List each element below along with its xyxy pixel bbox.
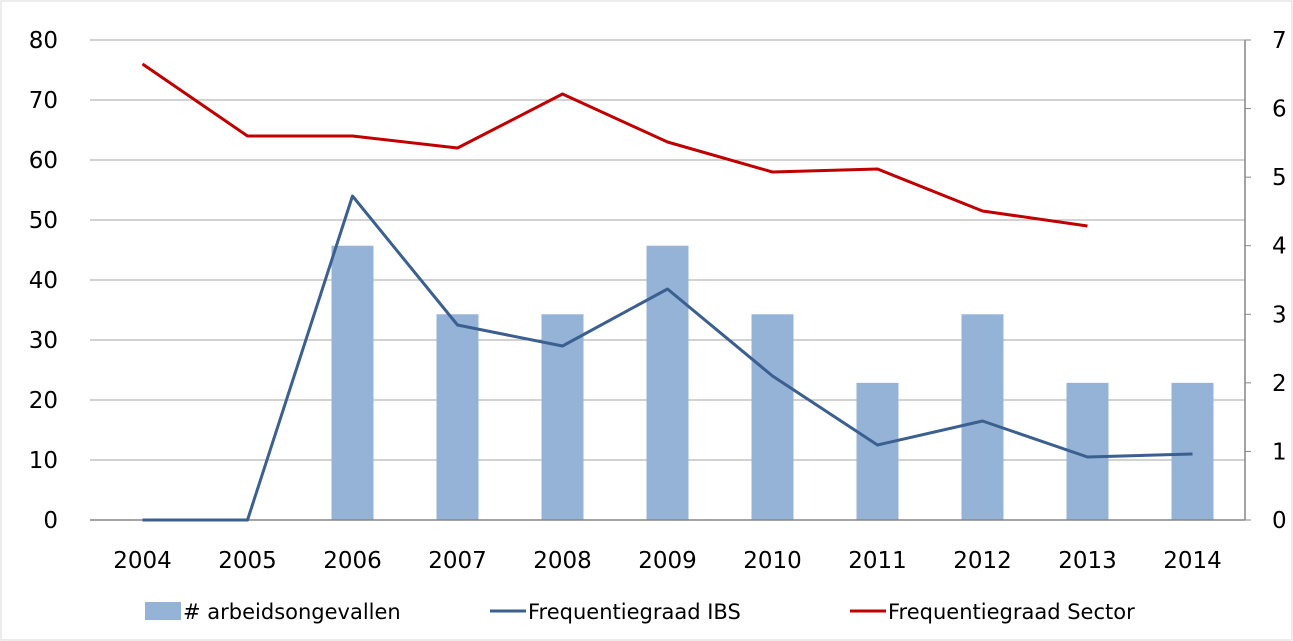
x-axis-tick-label: 2004: [113, 548, 172, 574]
right-axis-tick-label: 1: [1272, 439, 1287, 465]
line-series-ibs: [142, 194, 1193, 522]
x-axis-tick-label: 2005: [218, 548, 277, 574]
gridlines: [90, 39, 1245, 461]
right-axis-tick-label: 7: [1272, 28, 1287, 54]
left-axis-tick-labels: 0 10 20 30 40 50 60 70 80: [29, 28, 58, 534]
right-axis-tick-label: 5: [1272, 165, 1287, 191]
x-axis-tick-label: 2008: [533, 548, 592, 574]
bar: [1171, 382, 1214, 520]
left-axis-tick-label: 20: [29, 388, 58, 414]
x-axis-tick-label: 2014: [1163, 548, 1222, 574]
legend: # arbeidsongevallen Frequentiegraad IBS Fr…: [145, 600, 1135, 624]
legend-swatch-bar: [145, 602, 181, 620]
bar: [436, 314, 479, 520]
right-axis-tick-label: 0: [1272, 508, 1287, 534]
x-axis-tick-label: 2012: [953, 548, 1012, 574]
bar-series: [331, 245, 1214, 520]
bar: [961, 314, 1004, 520]
axes: [90, 39, 1251, 521]
line-series: [141, 62, 1193, 522]
right-axis-tick-label: 2: [1272, 371, 1287, 397]
bar: [541, 314, 584, 520]
x-axis-tick-label: 2007: [428, 548, 487, 574]
left-axis-tick-label: 30: [29, 328, 58, 354]
line-series-sector: [141, 62, 1088, 228]
x-axis-tick-label: 2011: [848, 548, 907, 574]
x-axis-tick-label: 2010: [743, 548, 802, 574]
left-axis-tick-label: 50: [29, 208, 58, 234]
left-axis-tick-label: 60: [29, 148, 58, 174]
legend-label: Frequentiegraad Sector: [888, 600, 1135, 624]
legend-label: Frequentiegraad IBS: [528, 600, 741, 624]
left-axis-tick-label: 10: [29, 448, 58, 474]
left-axis-tick-label: 80: [29, 28, 58, 54]
left-axis-tick-label: 40: [29, 268, 58, 294]
right-axis-tick-label: 3: [1272, 302, 1287, 328]
bar: [646, 245, 689, 520]
right-axis-tick-labels: 0 1 2 3 4 5 6 7: [1272, 28, 1287, 534]
left-axis-tick-label: 0: [43, 508, 58, 534]
bar: [751, 314, 794, 520]
bar: [856, 382, 899, 520]
x-axis-tick-label: 2009: [638, 548, 697, 574]
right-axis-tick-label: 6: [1272, 97, 1287, 123]
left-axis-tick-label: 70: [29, 88, 58, 114]
right-axis-tick-label: 4: [1272, 234, 1287, 260]
x-axis-tick-label: 2006: [323, 548, 382, 574]
x-axis-tick-label: 2013: [1058, 548, 1117, 574]
x-axis-tick-labels: 2004 2005 2006 2007 2008 2009 2010 2011 2012 2013…: [113, 548, 1222, 574]
legend-label: # arbeidsongevallen: [183, 600, 401, 624]
bar: [331, 245, 374, 520]
